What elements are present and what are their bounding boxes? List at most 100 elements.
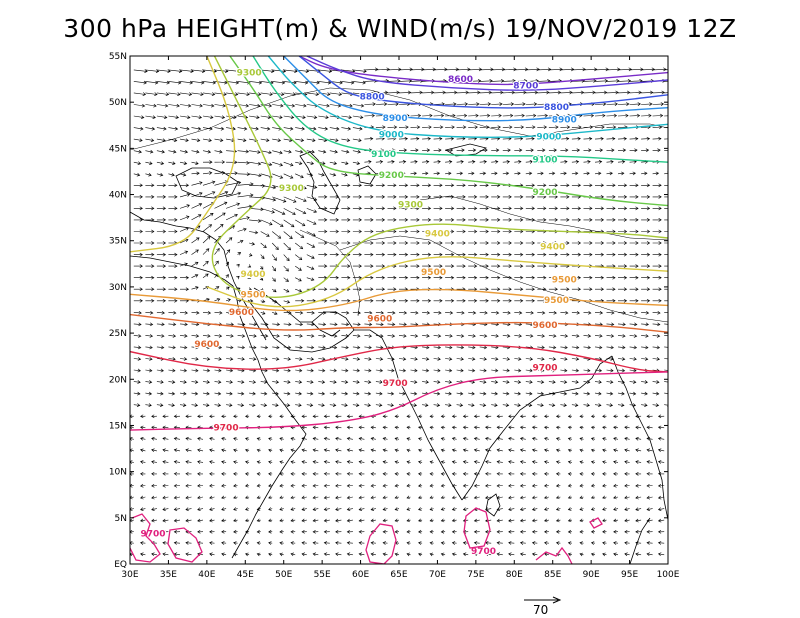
- wind-arrow: [191, 403, 199, 407]
- wind-arrow: [329, 229, 339, 234]
- wind-arrow: [346, 414, 353, 419]
- wind-arrow: [185, 483, 192, 488]
- wind-arrow: [473, 414, 480, 419]
- wind-arrow: [468, 287, 478, 292]
- wind-arrow: [209, 495, 215, 500]
- wind-arrow: [249, 380, 257, 384]
- wind-arrow: [247, 275, 252, 279]
- wind-arrow: [202, 115, 214, 119]
- y-tick-label: 20N: [109, 375, 127, 385]
- wind-arrow: [375, 403, 383, 407]
- wind-arrow: [249, 161, 262, 166]
- wind-arrow: [399, 275, 409, 280]
- wind-arrow: [433, 345, 442, 350]
- wind-arrow: [256, 483, 261, 488]
- wind-arrow: [525, 287, 535, 292]
- wind-arrow: [602, 541, 607, 545]
- wind-arrow: [440, 425, 446, 430]
- wind-arrow: [283, 380, 291, 384]
- wind-arrow: [652, 403, 660, 407]
- contour-9700-patch-somalia: [167, 527, 203, 563]
- wind-arrow: [657, 541, 665, 545]
- wind-arrow: [341, 391, 349, 396]
- wind-arrow: [318, 183, 328, 188]
- wind-arrow: [429, 518, 434, 523]
- wind-arrow: [329, 218, 339, 222]
- wind-arrow: [491, 264, 501, 268]
- wind-arrow: [168, 310, 177, 315]
- wind-arrow: [445, 357, 453, 361]
- wind-arrow: [214, 260, 219, 267]
- wind-arrow: [479, 252, 489, 257]
- wind-arrow: [410, 148, 419, 153]
- wind-arrow: [387, 183, 397, 188]
- wind-arrow: [548, 90, 562, 95]
- wind-arrow: [429, 552, 434, 557]
- wind-arrow: [567, 518, 572, 523]
- wind-arrow: [514, 391, 521, 396]
- wind-arrow: [237, 161, 250, 165]
- wind-arrow: [352, 115, 364, 119]
- wind-arrow: [595, 195, 605, 199]
- wind-arrow: [629, 368, 637, 373]
- wind-arrow: [312, 529, 319, 534]
- wind-arrow: [233, 518, 238, 523]
- wind-arrow: [375, 310, 384, 315]
- wind-arrow: [352, 403, 360, 407]
- wind-arrow: [462, 414, 469, 419]
- wind-arrow: [364, 298, 374, 303]
- wind-arrow: [440, 507, 446, 511]
- contour-label: 9600: [367, 314, 392, 324]
- wind-arrow: [318, 126, 329, 131]
- wind-arrow: [571, 218, 582, 222]
- wind-arrow: [664, 380, 668, 384]
- wind-arrow: [260, 242, 267, 249]
- wind-arrow: [635, 472, 642, 476]
- wind-arrow: [606, 368, 614, 373]
- wind-arrow: [237, 380, 245, 384]
- wind-arrow: [271, 277, 276, 282]
- wind-arrow: [168, 103, 180, 108]
- wind-arrow: [225, 202, 241, 209]
- wind-arrow: [418, 541, 423, 545]
- wind-arrow: [525, 368, 533, 373]
- wind-arrow: [306, 161, 315, 165]
- wind-arrow: [140, 483, 146, 488]
- wind-arrow: [245, 437, 250, 441]
- wind-arrow: [567, 437, 572, 441]
- wind-arrow: [537, 90, 550, 95]
- wind-arrow: [335, 518, 342, 523]
- height-contours: [130, 56, 668, 431]
- wind-arrow: [657, 495, 665, 500]
- wind-arrow: [173, 436, 181, 441]
- wind-arrow: [364, 310, 373, 315]
- wind-arrow: [508, 414, 515, 419]
- wind-arrow: [168, 345, 176, 350]
- wind-arrow: [422, 195, 432, 199]
- wind-arrow: [341, 161, 349, 165]
- wind-arrow: [133, 149, 142, 154]
- wind-arrow: [579, 460, 584, 464]
- wind-arrow: [191, 161, 199, 165]
- wind-arrow: [162, 436, 169, 441]
- coastline-black-sea: [175, 167, 239, 199]
- wind-arrow: [462, 507, 469, 511]
- wind-arrow: [440, 483, 446, 488]
- wind-arrow: [548, 67, 563, 72]
- wind-arrow: [502, 218, 512, 222]
- contour-9700-patch-east: [535, 546, 573, 564]
- wind-arrow: [525, 391, 533, 396]
- wind-arrow: [531, 425, 538, 430]
- wind-arrow: [329, 298, 339, 303]
- wind-arrow: [335, 414, 342, 419]
- wind-arrow: [318, 403, 325, 407]
- wind-arrow: [422, 403, 429, 407]
- wind-arrow: [440, 437, 446, 441]
- wind-arrow: [191, 345, 199, 350]
- wind-arrow: [508, 541, 515, 545]
- wind-arrow: [202, 92, 216, 96]
- contour-label: 9600: [194, 340, 219, 350]
- wind-arrow: [508, 425, 515, 430]
- wind-arrow: [156, 241, 167, 245]
- wind-arrow: [191, 286, 199, 290]
